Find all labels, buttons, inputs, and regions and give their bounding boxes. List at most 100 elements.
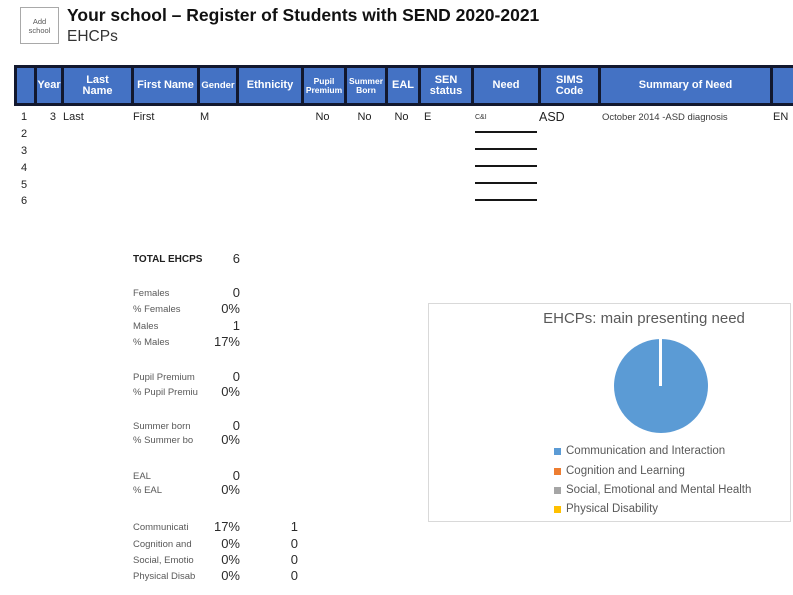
stat-row: Physical Disab 0% 0 <box>133 568 298 583</box>
header-cell-summary-of-need: Summary of Need <box>598 68 770 103</box>
table-row: 6 <box>14 193 793 210</box>
stat-row: EAL 0 <box>133 468 298 483</box>
header-cell-pupil-premium: Pupil Premium <box>301 68 344 103</box>
header-cell-first-name: First Name <box>131 68 197 103</box>
page-title: Your school – Register of Students with … <box>67 5 540 25</box>
stat-label: Males <box>133 321 159 332</box>
stat-row: Cognition and 0% 0 <box>133 536 298 551</box>
cell-rownum: 1 <box>20 111 28 124</box>
page-subtitle: EHCPs <box>67 28 118 45</box>
header-cell-sims-code: SIMS Code <box>538 68 598 103</box>
header-cell-sen-status: SEN status <box>418 68 471 103</box>
cell-gender[interactable]: M <box>200 111 210 124</box>
need-field-underline <box>475 182 537 184</box>
cell-rownum: 5 <box>20 178 28 191</box>
stat-count: 0 <box>290 552 298 567</box>
stat-value: 0% <box>221 301 240 316</box>
stat-label: Summer born <box>133 421 191 432</box>
header-cell-gender: Gender <box>197 68 236 103</box>
stat-label: Females <box>133 288 170 299</box>
stat-label: % EAL <box>133 485 163 496</box>
cell-pupil-premium[interactable]: No <box>315 111 330 124</box>
cell-first-name[interactable]: First <box>133 111 155 124</box>
register-rows: 1 3 Last First M No No No E C&I ASD Octo… <box>14 109 793 210</box>
register-table-header: Year Last Name First Name Gender Ethnici… <box>14 65 793 106</box>
header-cell-need: Need <box>471 68 538 103</box>
stat-row: Summer born 0 <box>133 418 298 433</box>
cell-rownum: 3 <box>20 144 28 157</box>
stat-row: % Males 17% <box>133 334 298 349</box>
stat-value: 17% <box>213 334 240 349</box>
legend-label: Physical Disability <box>566 503 659 515</box>
add-school-button[interactable]: Add school <box>20 7 59 44</box>
stat-value: 0% <box>221 536 240 551</box>
stat-label: Physical Disab <box>133 571 196 582</box>
stat-row: % Females 0% <box>133 301 298 316</box>
stat-label: Communicati <box>133 522 189 533</box>
cell-last-name[interactable]: Last <box>63 111 84 124</box>
legend-label: Cognition and Learning <box>566 465 685 477</box>
stat-label: EAL <box>133 471 151 482</box>
cell-summary[interactable]: October 2014 -ASD diagnosis <box>602 111 728 123</box>
legend-item: Social, Emotional and Mental Health <box>554 484 751 496</box>
legend-item: Physical Disability <box>554 503 658 515</box>
stat-value: 0% <box>221 384 240 399</box>
stat-label: TOTAL EHCPS <box>133 254 203 265</box>
stat-value: 0 <box>232 285 240 300</box>
stat-label: Social, Emotio <box>133 555 194 566</box>
legend-marker-icon <box>554 467 561 475</box>
stat-label: % Pupil Premiu <box>133 387 198 398</box>
pie-chart-panel: EHCPs: main presenting need Communicatio… <box>428 303 791 522</box>
stat-row: % EAL 0% <box>133 482 298 497</box>
cell-summer-born[interactable]: No <box>357 111 372 124</box>
stat-value: 0% <box>221 552 240 567</box>
cell-eal[interactable]: No <box>394 111 409 124</box>
stat-value: 0% <box>221 432 240 447</box>
stat-row: % Pupil Premiu 0% <box>133 384 298 399</box>
legend-marker-icon <box>554 447 561 455</box>
stat-row-total: TOTAL EHCPS 6 <box>133 251 298 266</box>
legend-marker-icon <box>554 486 561 494</box>
stat-label: Cognition and <box>133 539 192 550</box>
stat-value: 0% <box>221 482 240 497</box>
pie-slice-divider <box>659 339 662 386</box>
cell-sims-code[interactable]: ASD <box>539 110 565 125</box>
need-field-underline <box>475 148 537 150</box>
header-cell-ethnicity: Ethnicity <box>236 68 301 103</box>
header-cell-eal: EAL <box>385 68 418 103</box>
cell-extra[interactable]: EN <box>773 111 789 124</box>
stat-value: 0 <box>232 418 240 433</box>
need-field-underline <box>475 165 537 167</box>
need-field-underline <box>475 131 537 133</box>
stat-row: Females 0 <box>133 285 298 300</box>
table-row: 5 <box>14 176 793 193</box>
legend-item: Cognition and Learning <box>554 465 685 477</box>
header-cell-year: Year <box>34 68 61 103</box>
stat-value: 17% <box>213 519 240 534</box>
need-field-underline <box>475 199 537 201</box>
stat-row: Males 1 <box>133 318 298 333</box>
stat-value: 0% <box>221 568 240 583</box>
cell-rownum: 2 <box>20 128 28 141</box>
stat-value: 6 <box>232 251 240 266</box>
cell-need[interactable]: C&I <box>475 113 487 121</box>
cell-rownum: 4 <box>20 161 28 174</box>
stat-count: 0 <box>290 536 298 551</box>
stat-label: Pupil Premium <box>133 372 195 383</box>
stat-count: 1 <box>290 519 298 534</box>
header-cell-summer-born: Summer Born <box>344 68 385 103</box>
legend-item: Communication and Interaction <box>554 445 725 457</box>
cell-sen-status[interactable]: E <box>424 111 432 124</box>
cell-year[interactable]: 3 <box>49 111 56 124</box>
stat-row: Social, Emotio 0% 0 <box>133 552 298 567</box>
header-cell-rownum <box>14 68 34 103</box>
legend-label: Communication and Interaction <box>566 445 726 457</box>
stat-value: 0 <box>232 468 240 483</box>
table-row: 4 <box>14 159 793 176</box>
stat-row: Communicati 17% 1 <box>133 519 298 534</box>
stat-label: % Summer bo <box>133 435 194 446</box>
stat-label: % Females <box>133 304 181 315</box>
legend-marker-icon <box>554 505 561 513</box>
table-row: 2 <box>14 126 793 143</box>
